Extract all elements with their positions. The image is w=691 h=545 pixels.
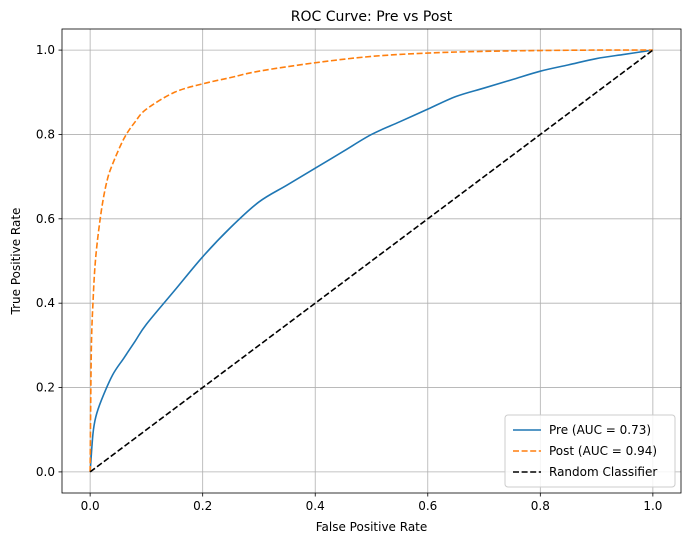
chart-title: ROC Curve: Pre vs Post bbox=[291, 9, 453, 25]
y-tick-label: 0.4 bbox=[36, 296, 55, 310]
legend: Pre (AUC = 0.73) Post (AUC = 0.94) Random … bbox=[504, 414, 676, 488]
axis-ticks: 0.0 0.2 0.4 0.6 0.8 1.0 0.0 0.2 0.4 0.6 0.8 1.0 bbox=[36, 43, 663, 513]
y-tick-label: 0.6 bbox=[36, 212, 55, 226]
y-tick-label: 1.0 bbox=[36, 43, 55, 57]
x-tick-label: 0.6 bbox=[418, 499, 437, 513]
legend-label: Random Classifier bbox=[549, 465, 657, 479]
series-lines bbox=[89, 49, 654, 473]
plot-frame bbox=[61, 28, 682, 494]
series-line-pre bbox=[89, 49, 653, 472]
x-tick-label: 0.2 bbox=[193, 499, 212, 513]
x-tick-label: 0.0 bbox=[81, 499, 100, 513]
legend-box bbox=[504, 414, 676, 488]
y-axis-title: True Positive Rate bbox=[9, 208, 23, 316]
x-tick-label: 0.4 bbox=[306, 499, 325, 513]
y-tick-label: 0.8 bbox=[36, 127, 55, 141]
legend-label: Pre (AUC = 0.73) bbox=[549, 423, 651, 437]
series-line-post bbox=[89, 49, 653, 472]
x-tick-label: 0.8 bbox=[531, 499, 550, 513]
y-tick-label: 0.0 bbox=[36, 465, 55, 479]
y-tick-label: 0.2 bbox=[36, 381, 55, 395]
x-tick-label: 1.0 bbox=[643, 499, 662, 513]
x-axis-title: False Positive Rate bbox=[316, 520, 428, 534]
legend-label: Post (AUC = 0.94) bbox=[549, 444, 657, 458]
series-line-random-classifier bbox=[89, 49, 654, 473]
